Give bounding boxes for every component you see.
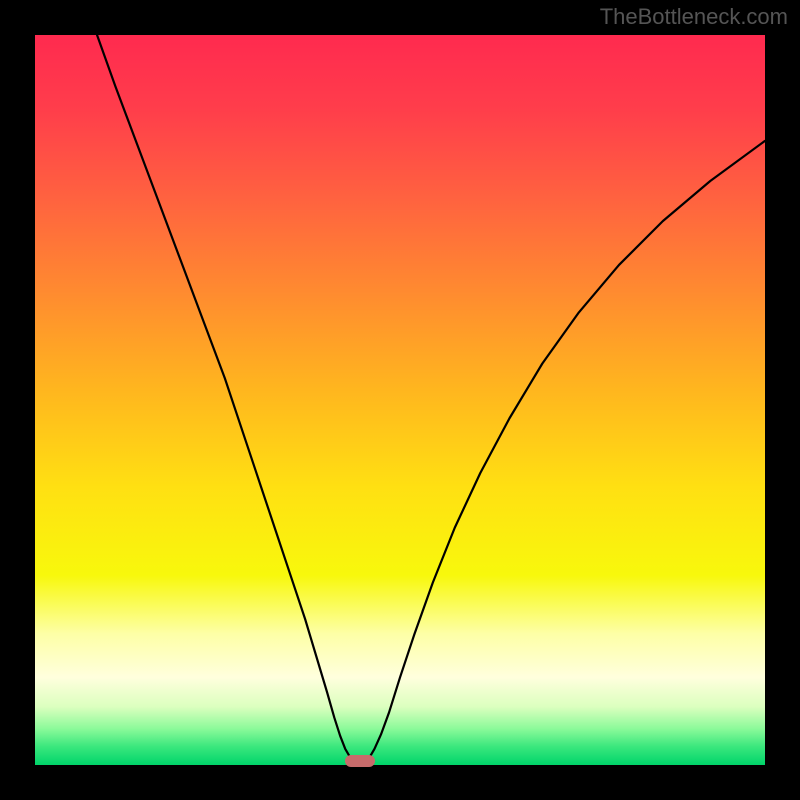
- watermark-text: TheBottleneck.com: [600, 4, 788, 30]
- plot-area: [35, 35, 765, 765]
- bottleneck-curve: [35, 35, 765, 765]
- optimal-marker: [345, 755, 375, 767]
- chart-container: TheBottleneck.com: [0, 0, 800, 800]
